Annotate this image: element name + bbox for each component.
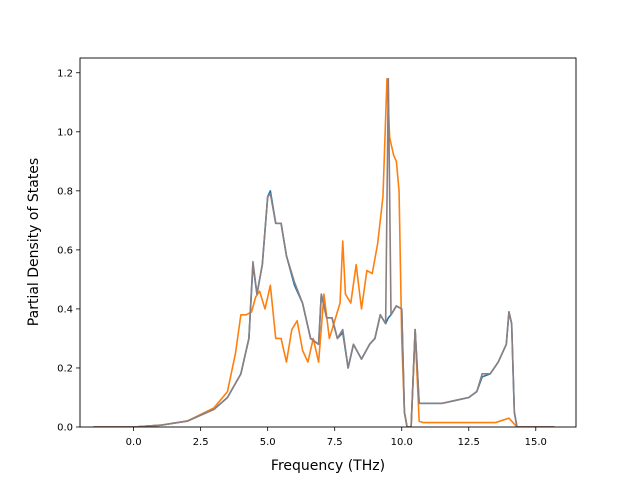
x-tick-label: 15.0	[525, 437, 547, 448]
x-tick-label: 7.5	[327, 437, 343, 448]
x-axis-label: Frequency (THz)	[271, 458, 385, 474]
series-line-3	[93, 77, 555, 427]
x-tick-label: 12.5	[458, 437, 480, 448]
y-axis-label: Partial Density of States	[26, 158, 42, 326]
x-axis-ticks: 0.0 2.5 5.0 7.5 10.0 12.5 15.0	[126, 427, 547, 448]
y-tick-label: 0.2	[57, 363, 73, 374]
y-tick-label: 0.0	[57, 423, 73, 434]
x-tick-label: 10.0	[391, 437, 413, 448]
y-tick-label: 0.6	[57, 245, 73, 256]
y-tick-label: 1.2	[57, 68, 73, 79]
axes-frame	[79, 57, 577, 428]
y-tick-label: 0.4	[57, 304, 73, 315]
series-layer	[93, 77, 555, 427]
x-tick-label: 2.5	[193, 437, 209, 448]
y-tick-label: 0.8	[57, 186, 73, 197]
x-tick-label: 5.0	[260, 437, 276, 448]
series-line-2	[93, 77, 555, 427]
x-tick-label: 0.0	[126, 437, 142, 448]
y-axis-ticks: 0.0 0.2 0.4 0.6 0.8 1.0 1.2	[57, 68, 80, 434]
y-tick-label: 1.0	[57, 127, 73, 138]
